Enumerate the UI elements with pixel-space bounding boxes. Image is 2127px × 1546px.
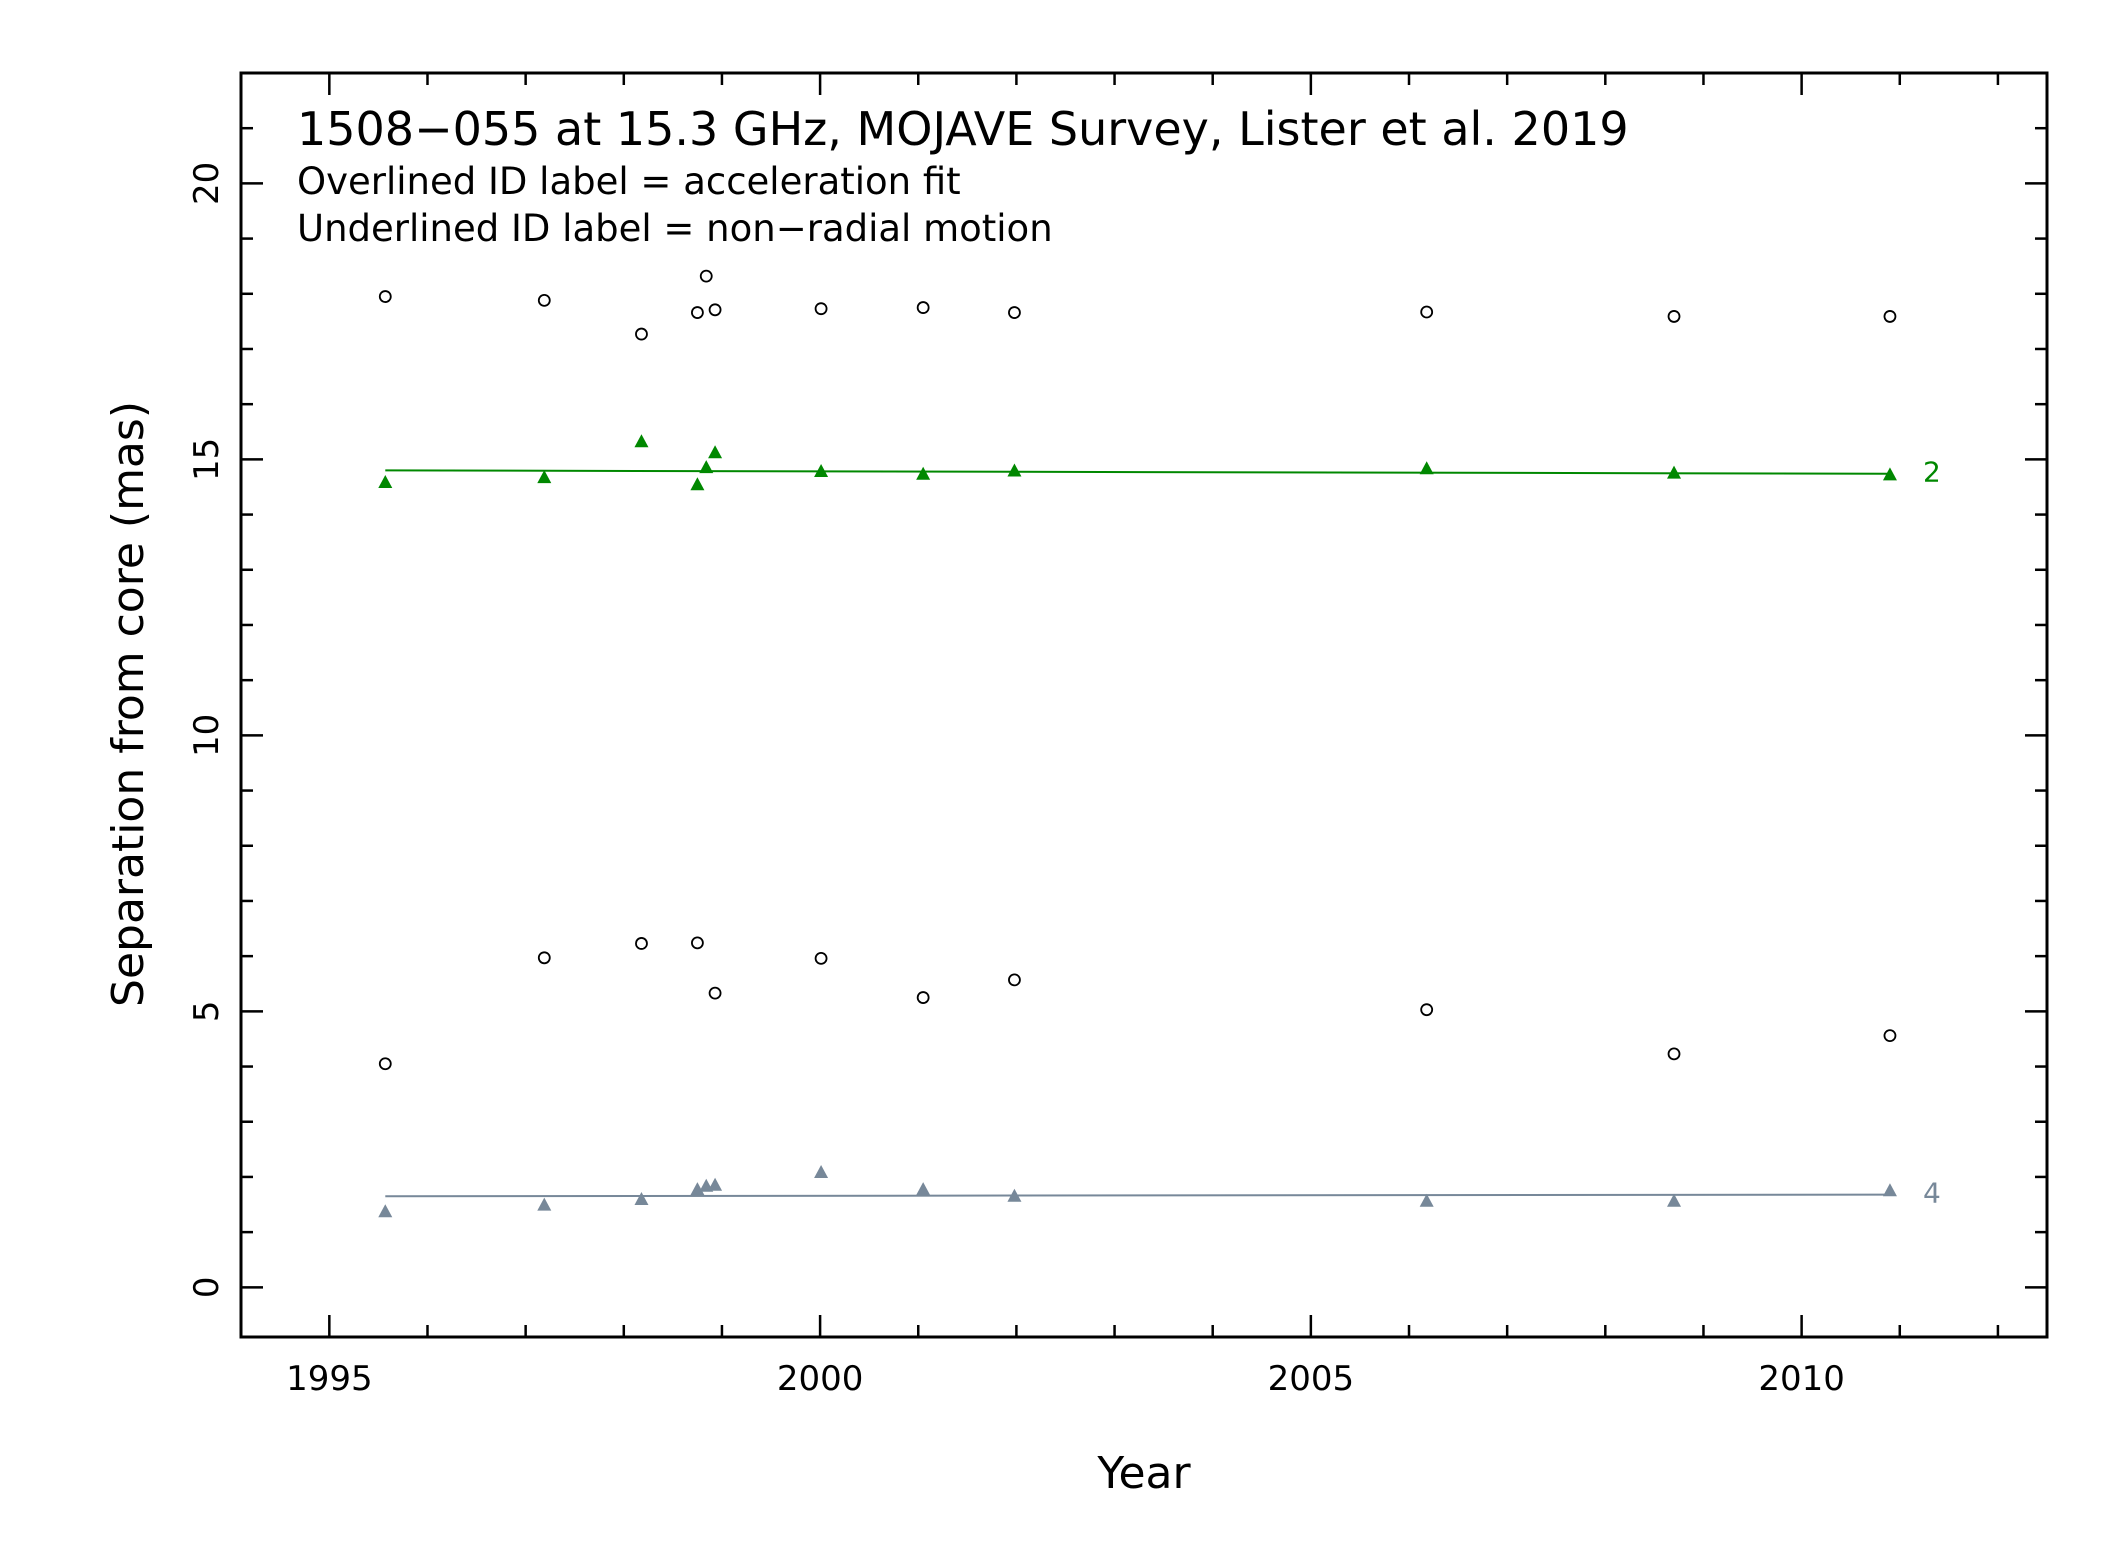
fit-line-4 bbox=[385, 1193, 1890, 1198]
point-4 bbox=[1419, 1193, 1434, 1207]
point-2 bbox=[378, 475, 393, 489]
fit-lines bbox=[385, 469, 1890, 1198]
point-4 bbox=[634, 1192, 649, 1206]
y-tick-label: 20 bbox=[187, 162, 227, 205]
x-tick-label: 1995 bbox=[286, 1359, 373, 1399]
point-4 bbox=[1667, 1193, 1682, 1207]
annotation-acceleration: Overlined ID label = acceleration fit bbox=[297, 160, 961, 203]
x-tick-label: 2000 bbox=[777, 1359, 864, 1399]
point-2 bbox=[634, 434, 649, 448]
point-unassigned-outer bbox=[1883, 310, 1897, 323]
point-4 bbox=[1007, 1188, 1022, 1202]
series-label-2: 2 bbox=[1923, 456, 1941, 489]
point-unassigned-outer bbox=[1008, 306, 1021, 319]
series-labels: 24 bbox=[1923, 456, 1941, 1210]
annotation-non-radial: Underlined ID label = non−radial motion bbox=[297, 207, 1053, 250]
point-unassigned-outer bbox=[537, 294, 551, 307]
point-unassigned-inner bbox=[916, 991, 930, 1004]
point-unassigned-outer bbox=[699, 269, 713, 283]
y-axis-title: Separation from core (mas) bbox=[103, 401, 154, 1007]
point-unassigned-outer bbox=[916, 301, 930, 314]
x-axis-title: Year bbox=[1096, 1448, 1191, 1499]
point-unassigned-outer bbox=[1420, 305, 1434, 319]
point-4 bbox=[1882, 1183, 1897, 1197]
point-2 bbox=[814, 464, 829, 478]
fit-line-2 bbox=[385, 469, 1890, 475]
point-2 bbox=[1419, 461, 1434, 475]
x-tick-label: 2005 bbox=[1268, 1359, 1355, 1399]
point-4 bbox=[916, 1182, 931, 1196]
y-tick-label: 10 bbox=[187, 714, 227, 757]
point-unassigned-outer bbox=[1667, 310, 1681, 323]
tick-labels: 1995 2000 2005 2010 0 5 10 15 20 bbox=[187, 162, 1845, 1399]
point-unassigned-outer bbox=[635, 327, 648, 341]
y-tick-label: 5 bbox=[187, 1001, 227, 1023]
point-2 bbox=[1667, 465, 1682, 479]
chart-title: 1508−055 at 15.3 GHz, MOJAVE Survey, Lis… bbox=[297, 102, 1629, 156]
point-unassigned-inner bbox=[1883, 1029, 1897, 1043]
tick-marks bbox=[241, 71, 2047, 1337]
point-unassigned-outer bbox=[691, 306, 704, 319]
point-unassigned-inner bbox=[378, 1057, 392, 1071]
point-2 bbox=[708, 445, 723, 459]
point-unassigned-inner bbox=[691, 936, 704, 950]
point-4 bbox=[690, 1182, 705, 1196]
point-unassigned-inner bbox=[708, 986, 722, 1000]
y-tick-label: 15 bbox=[187, 438, 227, 481]
point-4 bbox=[814, 1165, 829, 1179]
point-2 bbox=[916, 466, 931, 480]
point-unassigned-inner bbox=[537, 951, 551, 965]
point-unassigned-inner bbox=[635, 937, 648, 950]
point-4 bbox=[537, 1197, 552, 1211]
point-unassigned-outer bbox=[708, 303, 722, 317]
point-2 bbox=[1882, 467, 1897, 481]
x-tick-label: 2010 bbox=[1758, 1359, 1845, 1399]
point-unassigned-outer bbox=[378, 290, 392, 303]
point-unassigned-inner bbox=[1420, 1003, 1434, 1017]
point-2 bbox=[699, 460, 714, 474]
point-4 bbox=[378, 1204, 393, 1218]
point-unassigned-inner bbox=[1667, 1047, 1681, 1061]
data-points bbox=[378, 269, 1897, 1218]
point-unassigned-outer bbox=[814, 302, 828, 316]
point-2 bbox=[537, 470, 552, 484]
series-label-4: 4 bbox=[1923, 1177, 1941, 1210]
point-unassigned-inner bbox=[814, 951, 828, 965]
point-unassigned-inner bbox=[1008, 973, 1021, 987]
point-2 bbox=[690, 477, 705, 491]
point-4 bbox=[708, 1177, 723, 1191]
plot-frame bbox=[239, 71, 2049, 1339]
point-2 bbox=[1007, 463, 1022, 477]
y-tick-label: 0 bbox=[187, 1277, 227, 1299]
